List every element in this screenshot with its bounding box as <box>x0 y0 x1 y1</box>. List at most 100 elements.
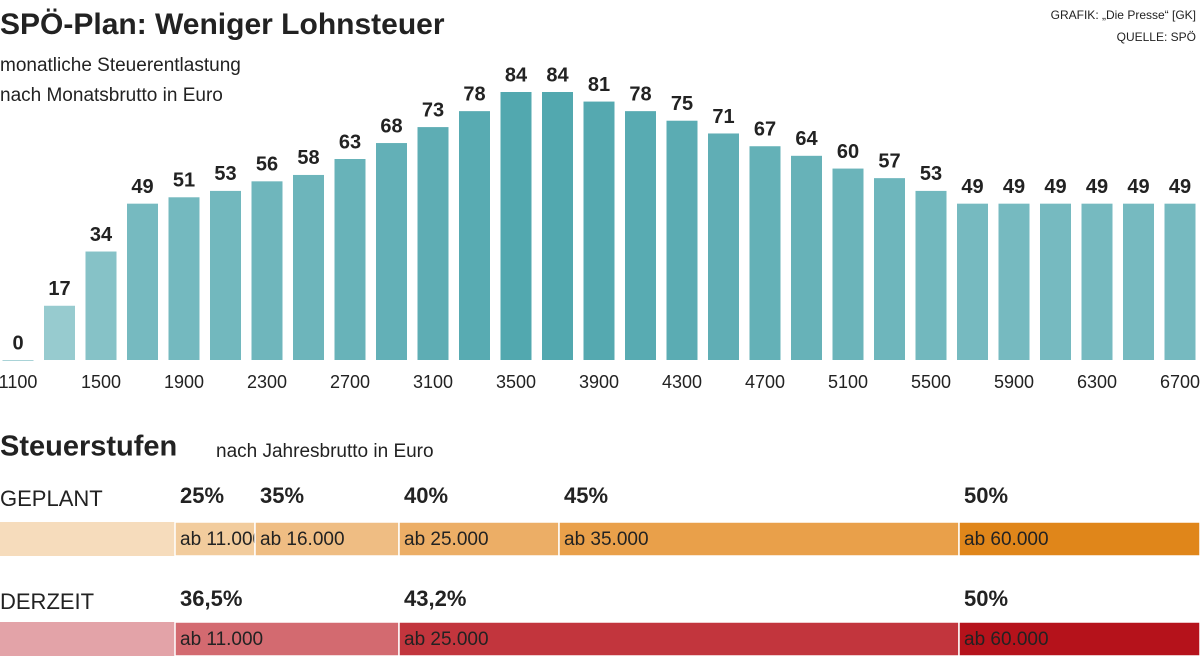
value-label: 78 <box>629 83 651 105</box>
bar <box>998 203 1030 360</box>
section-subtitle: nach Jahresbrutto in Euro <box>216 441 434 462</box>
bracket-base <box>0 522 175 556</box>
bracket-threshold: ab 25.000 <box>404 629 489 650</box>
bar <box>832 168 864 360</box>
x-tick-label: 1900 <box>164 372 204 392</box>
bracket-rate: 25% <box>180 483 224 508</box>
bracket-threshold: ab 60.000 <box>964 529 1049 550</box>
value-label: 58 <box>297 147 319 169</box>
bar <box>2 360 34 361</box>
bar <box>583 101 615 361</box>
value-label: 56 <box>256 154 278 176</box>
bar <box>1040 203 1071 360</box>
value-label: 75 <box>671 93 693 115</box>
bar <box>127 203 158 360</box>
row-label: GEPLANT <box>0 486 103 511</box>
bar <box>874 178 905 360</box>
bracket-segment <box>174 521 256 557</box>
value-label: 49 <box>1003 176 1025 198</box>
bracket-threshold: ab 25.000 <box>404 529 489 550</box>
value-label: 51 <box>173 170 195 192</box>
x-tick-label: 4700 <box>745 372 785 392</box>
x-tick-label: 3900 <box>579 372 619 392</box>
bracket-threshold: ab 11.000 <box>180 629 263 650</box>
x-tick-label: 4300 <box>662 372 702 392</box>
bar <box>708 133 739 360</box>
bar <box>168 197 200 360</box>
bar <box>376 143 407 360</box>
subtitle: nach Monatsbrutto in Euro <box>0 85 223 106</box>
bar <box>459 111 490 361</box>
x-tick-label: 1500 <box>81 372 121 392</box>
bar <box>625 111 656 361</box>
bracket-segment <box>398 521 560 557</box>
bracket-segment <box>398 621 960 657</box>
value-label: 49 <box>1086 176 1108 198</box>
value-label: 34 <box>90 224 113 246</box>
bracket-rate: 35% <box>260 483 304 508</box>
value-label: 49 <box>1127 176 1149 198</box>
value-label: 67 <box>754 119 776 141</box>
value-label: 73 <box>422 99 444 121</box>
bar <box>334 159 366 360</box>
bar <box>417 127 449 360</box>
bracket-rate: 40% <box>404 483 448 508</box>
bracket-base <box>0 622 175 656</box>
value-label: 68 <box>380 115 402 137</box>
bar <box>666 120 698 360</box>
bracket-rate: 50% <box>964 483 1008 508</box>
x-tick-label: 5900 <box>994 372 1034 392</box>
bar <box>542 92 573 360</box>
title: SPÖ-Plan: Weniger Lohnsteuer <box>0 8 445 41</box>
x-tick-label: 5500 <box>911 372 951 392</box>
value-label: 0 <box>12 332 23 354</box>
bar <box>1123 203 1154 360</box>
value-label: 71 <box>712 106 734 128</box>
x-tick-label: 5100 <box>828 372 868 392</box>
bar <box>1164 203 1196 360</box>
bar <box>791 155 822 360</box>
x-tick-label: 6700 <box>1160 372 1200 392</box>
value-label: 63 <box>339 131 361 153</box>
x-tick-label: 1100 <box>0 372 37 392</box>
bar <box>749 146 781 360</box>
bar <box>915 190 947 360</box>
bracket-rate: 45% <box>564 483 608 508</box>
bracket-threshold: ab 11.000 <box>180 529 263 550</box>
value-label: 81 <box>588 74 610 96</box>
bar <box>85 251 117 360</box>
value-label: 78 <box>463 83 485 105</box>
bar <box>251 181 283 360</box>
value-label: 49 <box>1044 176 1066 198</box>
value-label: 49 <box>1169 176 1191 198</box>
x-tick-label: 6300 <box>1077 372 1117 392</box>
bar <box>44 305 75 360</box>
value-label: 60 <box>837 141 859 163</box>
bar <box>210 190 241 360</box>
value-label: 64 <box>795 128 818 150</box>
bracket-segment <box>958 621 1200 657</box>
bar <box>957 203 988 360</box>
value-label: 49 <box>131 176 153 198</box>
source: QUELLE: SPÖ <box>1117 30 1196 44</box>
x-tick-label: 2700 <box>330 372 370 392</box>
value-label: 53 <box>920 163 942 185</box>
bracket-threshold: ab 35.000 <box>564 529 649 550</box>
credit: GRAFIK: „Die Presse“ [GK] <box>1051 8 1196 22</box>
bracket-threshold: ab 60.000 <box>964 629 1049 650</box>
row-label: DERZEIT <box>0 589 94 614</box>
value-label: 84 <box>546 64 569 86</box>
bracket-rate: 43,2% <box>404 586 466 611</box>
subtitle: monatliche Steuerentlastung <box>0 55 241 76</box>
bar <box>293 174 324 360</box>
value-label: 17 <box>48 278 70 300</box>
value-label: 53 <box>214 163 236 185</box>
bracket-segment <box>958 521 1200 557</box>
bracket-rate: 50% <box>964 586 1008 611</box>
bracket-rate: 36,5% <box>180 586 242 611</box>
bracket-segment <box>254 521 400 557</box>
bar <box>1081 203 1113 360</box>
value-label: 57 <box>878 150 900 172</box>
x-tick-label: 3500 <box>496 372 536 392</box>
